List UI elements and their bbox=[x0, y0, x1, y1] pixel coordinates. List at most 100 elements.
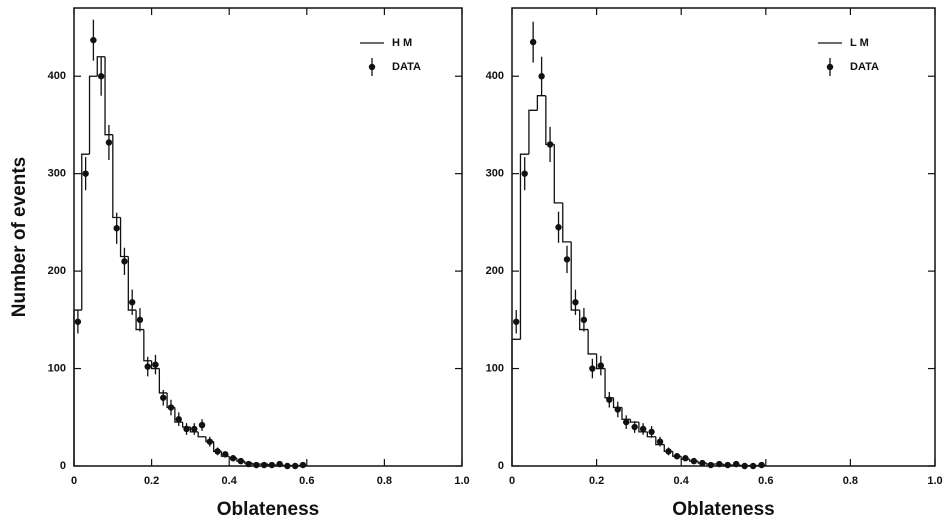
data-point bbox=[152, 361, 159, 368]
data-point bbox=[690, 457, 698, 465]
data-point bbox=[291, 462, 299, 470]
data-point bbox=[606, 396, 613, 403]
data-point bbox=[749, 462, 757, 470]
histogram-step bbox=[587, 329, 597, 355]
legend-label: DATA bbox=[392, 61, 421, 73]
y-tick-label: 0 bbox=[60, 460, 66, 472]
data-point bbox=[191, 425, 198, 433]
data-point bbox=[699, 459, 706, 467]
data-point bbox=[121, 258, 128, 265]
data-point bbox=[741, 462, 748, 470]
histogram-step bbox=[104, 56, 113, 136]
data-point bbox=[639, 425, 647, 433]
histogram-step bbox=[536, 95, 546, 111]
histogram-step bbox=[73, 309, 82, 466]
data-point bbox=[160, 394, 167, 401]
legend-label: L M bbox=[850, 37, 869, 49]
x-tick-label: 0.6 bbox=[299, 475, 314, 487]
data-point bbox=[268, 461, 276, 469]
data-point bbox=[253, 461, 260, 469]
data-point bbox=[260, 461, 268, 469]
data-point bbox=[198, 421, 206, 429]
histogram-step bbox=[112, 134, 121, 219]
data-point bbox=[597, 362, 605, 369]
histogram-step bbox=[143, 329, 152, 362]
histogram-step bbox=[638, 422, 648, 433]
data-point bbox=[284, 462, 291, 470]
data-point bbox=[105, 139, 113, 146]
x-tick-label: 1.0 bbox=[454, 475, 469, 487]
data-point bbox=[707, 461, 715, 469]
data-point bbox=[299, 461, 307, 469]
y-tick-label: 400 bbox=[486, 70, 504, 82]
data-point bbox=[136, 316, 144, 324]
y-tick-label: 0 bbox=[498, 460, 504, 472]
plot-frame bbox=[511, 7, 936, 467]
data-point bbox=[129, 299, 136, 306]
histogram-step bbox=[629, 419, 639, 423]
data-point bbox=[682, 455, 689, 462]
histogram-step bbox=[511, 338, 521, 466]
histogram-step bbox=[579, 310, 589, 331]
data-point bbox=[167, 404, 175, 411]
histogram-step bbox=[570, 241, 580, 311]
x-tick-label: 0.8 bbox=[377, 475, 392, 487]
data-point bbox=[222, 451, 229, 458]
x-tick-label: 0.4 bbox=[674, 475, 690, 487]
histogram-step bbox=[655, 436, 665, 446]
data-point bbox=[82, 170, 89, 177]
x-axis-label: Oblateness bbox=[217, 499, 319, 520]
y-tick-label: 400 bbox=[48, 70, 66, 82]
x-tick-label: 1.0 bbox=[927, 475, 942, 487]
histogram-step bbox=[150, 360, 160, 370]
data-point bbox=[90, 36, 97, 44]
histogram-step bbox=[127, 256, 137, 311]
histogram-step bbox=[96, 56, 106, 77]
histogram-step bbox=[88, 75, 98, 155]
y-tick-label: 200 bbox=[486, 265, 504, 277]
x-tick-label: 0.2 bbox=[589, 475, 604, 487]
data-point bbox=[614, 406, 621, 413]
data-point bbox=[113, 225, 120, 232]
data-point bbox=[144, 363, 151, 370]
data-point bbox=[673, 453, 681, 460]
histogram-step bbox=[158, 368, 168, 394]
data-point bbox=[623, 418, 630, 426]
data-point bbox=[538, 73, 545, 80]
histogram-step bbox=[119, 217, 129, 258]
x-tick-label: 0 bbox=[509, 475, 515, 487]
data-point bbox=[276, 460, 283, 468]
data-point bbox=[563, 256, 571, 263]
histogram-step bbox=[562, 202, 572, 243]
y-axis-label: Number of events bbox=[9, 157, 30, 317]
legend-marker bbox=[368, 63, 376, 71]
histogram-step bbox=[197, 431, 206, 438]
data-point bbox=[74, 318, 82, 325]
data-point bbox=[758, 461, 765, 469]
data-point bbox=[97, 73, 105, 80]
histogram-step bbox=[519, 153, 529, 340]
x-tick-label: 0 bbox=[71, 475, 77, 487]
data-point bbox=[716, 460, 723, 468]
legend-label: DATA bbox=[850, 61, 879, 73]
y-tick-label: 200 bbox=[48, 265, 66, 277]
plot-frame bbox=[73, 7, 463, 467]
data-point bbox=[206, 438, 213, 445]
legend-marker bbox=[826, 63, 834, 71]
data-point bbox=[555, 224, 562, 231]
data-point bbox=[175, 416, 182, 423]
data-point bbox=[529, 38, 537, 46]
data-point bbox=[513, 318, 520, 325]
histogram-step bbox=[81, 153, 90, 311]
histogram-step bbox=[135, 310, 144, 331]
data-point bbox=[572, 299, 579, 306]
data-point bbox=[656, 438, 664, 445]
y-tick-label: 100 bbox=[48, 362, 66, 374]
y-tick-label: 100 bbox=[486, 362, 504, 374]
data-point bbox=[724, 461, 731, 469]
data-point bbox=[245, 460, 252, 468]
data-point bbox=[589, 365, 596, 372]
data-point bbox=[237, 457, 245, 465]
data-point bbox=[631, 423, 638, 431]
y-tick-label: 300 bbox=[486, 168, 504, 180]
